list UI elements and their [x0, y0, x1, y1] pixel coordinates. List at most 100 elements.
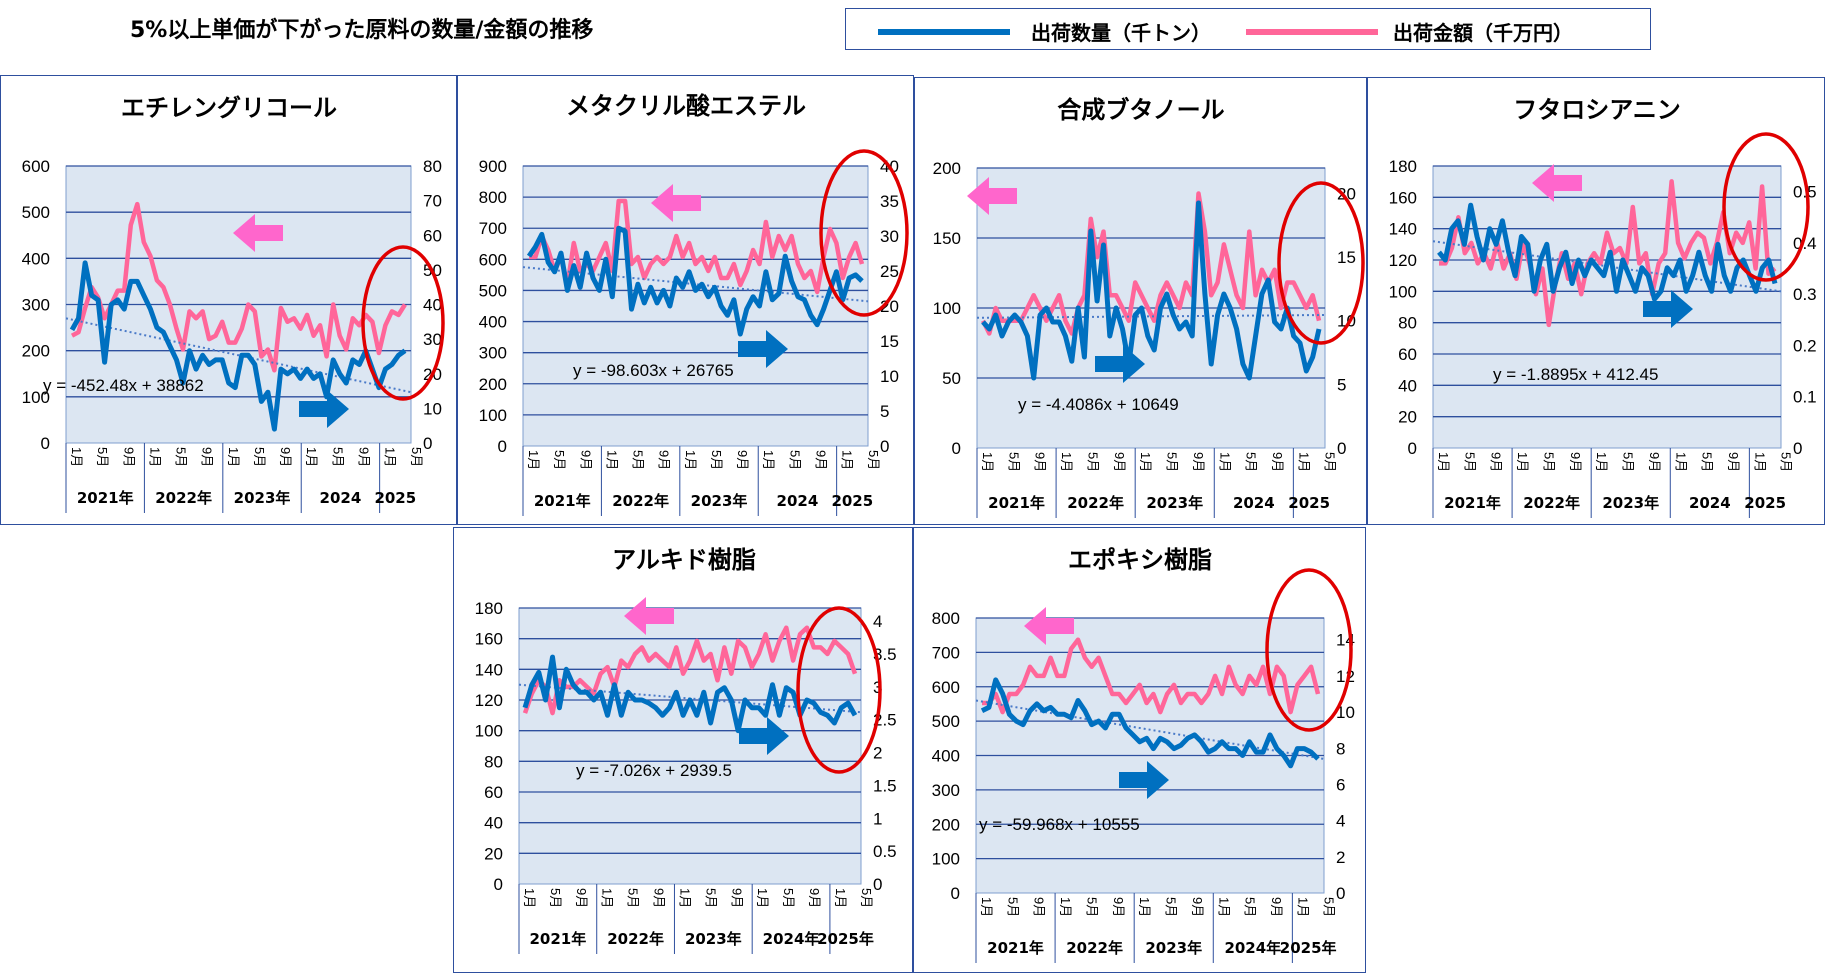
- left-tick-label: 400: [932, 747, 960, 766]
- right-tick-label: 25: [880, 262, 899, 281]
- month-tick-label: 9月: [1647, 452, 1662, 472]
- month-tick-label: 9月: [1190, 897, 1205, 917]
- year-label: 2023年: [234, 489, 291, 507]
- left-tick-label: 800: [932, 609, 960, 628]
- chart-title: 合成ブタノール: [1057, 96, 1224, 124]
- chart-title: アルキド樹脂: [612, 546, 756, 574]
- month-tick-label: 9月: [1111, 897, 1126, 917]
- right-tick-label: 4: [1336, 812, 1345, 831]
- left-tick-label: 120: [475, 691, 503, 710]
- left-arrow-icon: [624, 597, 674, 635]
- right-tick-label: 15: [1337, 248, 1356, 267]
- left-tick-label: 600: [932, 678, 960, 697]
- month-tick-label: 5月: [859, 888, 874, 908]
- month-tick-label: 9月: [357, 447, 372, 467]
- month-tick-label: 1月: [1515, 452, 1530, 472]
- month-tick-label: 5月: [1006, 452, 1021, 472]
- trendline-equation: y = -98.603x + 26765: [573, 361, 734, 380]
- right-tick-label: 70: [423, 192, 442, 211]
- chart-panel-epoxy-resin: エポキシ樹脂 0 100 200 300 400 500 600 700 800 0 2 4 6 8 10 12…: [913, 527, 1366, 973]
- month-tick-label: 9月: [278, 447, 293, 467]
- legend-quantity-label: 出荷数量（千トン）: [1031, 21, 1211, 45]
- right-arrow-icon: [1643, 290, 1693, 328]
- left-tick-label: 40: [1398, 376, 1417, 395]
- month-tick-label: 1月: [1216, 897, 1231, 917]
- month-tick-label: 5月: [95, 447, 110, 467]
- left-tick-label: 400: [479, 313, 507, 332]
- left-tick-label: 0: [498, 437, 507, 456]
- right-tick-label: 10: [1336, 703, 1355, 722]
- month-tick-label: 1月: [604, 450, 619, 470]
- month-tick-label: 1月: [683, 450, 698, 470]
- year-label: 2022年: [1067, 494, 1124, 512]
- trendline: [976, 314, 1326, 319]
- right-tick-label: 0.3: [1793, 285, 1817, 304]
- year-label: 2022年: [612, 492, 669, 510]
- month-tick-label: 5月: [1165, 452, 1180, 472]
- year-label: 2021年: [534, 492, 591, 510]
- highlight-circle: [1722, 132, 1810, 282]
- right-tick-label: 3: [873, 678, 882, 697]
- left-tick-label: 50: [942, 369, 961, 388]
- month-tick-label: 5月: [1005, 897, 1020, 917]
- left-tick-label: 700: [932, 643, 960, 662]
- month-tick-label: 9月: [652, 888, 667, 908]
- chart-title: エポキシ樹脂: [1068, 546, 1212, 574]
- month-tick-label: 9月: [1033, 452, 1048, 472]
- month-tick-label: 5月: [1243, 897, 1258, 917]
- left-tick-label: 160: [475, 630, 503, 649]
- left-tick-label: 0: [41, 434, 50, 453]
- month-tick-label: 1月: [979, 897, 994, 917]
- month-tick-label: 9月: [1726, 452, 1741, 472]
- year-label: 2025: [374, 489, 416, 507]
- right-tick-label: 20: [1337, 184, 1356, 203]
- month-tick-label: 9月: [574, 888, 589, 908]
- month-tick-label: 5月: [1779, 452, 1794, 472]
- quantity-series-line: [980, 677, 1320, 769]
- right-tick-label: 4: [873, 612, 882, 631]
- left-tick-label: 200: [479, 375, 507, 394]
- month-tick-label: 1月: [226, 447, 241, 467]
- left-tick-label: 180: [475, 599, 503, 618]
- left-tick-label: 300: [932, 781, 960, 800]
- right-tick-label: 0: [1793, 439, 1802, 458]
- month-tick-label: 1月: [840, 450, 855, 470]
- month-tick-label: 5月: [1323, 452, 1338, 472]
- year-label: 2023年: [1145, 939, 1202, 957]
- month-tick-label: 9月: [1270, 452, 1285, 472]
- right-tick-label: 0.1: [1793, 388, 1817, 407]
- chart-panel-phthalocyanine: フタロシアニン 0 20 40 60 80 100 120 140 160 180 0 0.1 0.2 0.…: [1367, 77, 1825, 525]
- month-tick-label: 5月: [1322, 897, 1337, 917]
- highlight-circle: [361, 245, 445, 401]
- month-tick-label: 1月: [1217, 452, 1232, 472]
- left-tick-label: 140: [1389, 220, 1417, 239]
- left-tick-label: 200: [932, 815, 960, 834]
- year-label: 2025年: [1280, 939, 1337, 957]
- right-tick-label: 0.5: [873, 842, 897, 861]
- month-tick-label: 5月: [174, 447, 189, 467]
- right-tick-label: 8: [1336, 739, 1345, 758]
- quantity-series-line: [981, 200, 1322, 381]
- amount-series-line: [982, 637, 1321, 715]
- left-arrow-icon: [233, 214, 283, 252]
- chart-panel-ethylene-glycol: エチレングリコール 0 100 200 300 400 500 600 0 10 20 30 40 50 6…: [0, 75, 457, 525]
- plot-area: [522, 165, 869, 447]
- quantity-series-line: [69, 260, 407, 432]
- left-tick-label: 0: [494, 875, 503, 894]
- month-tick-label: 5月: [1700, 452, 1715, 472]
- left-tick-label: 180: [1389, 157, 1417, 176]
- left-tick-label: 300: [479, 344, 507, 363]
- month-tick-label: 1月: [1138, 452, 1153, 472]
- month-tick-label: 1月: [1295, 897, 1310, 917]
- left-tick-label: 600: [22, 157, 50, 176]
- year-label: 2025: [1744, 494, 1786, 512]
- left-tick-label: 60: [484, 783, 503, 802]
- month-tick-label: 1月: [526, 450, 541, 470]
- month-tick-label: 5月: [1084, 897, 1099, 917]
- right-tick-label: 10: [423, 399, 442, 418]
- left-tick-label: 500: [479, 281, 507, 300]
- left-tick-label: 300: [22, 296, 50, 315]
- right-tick-label: 60: [423, 226, 442, 245]
- month-tick-label: 9月: [1112, 452, 1127, 472]
- year-label: 2024: [1233, 494, 1275, 512]
